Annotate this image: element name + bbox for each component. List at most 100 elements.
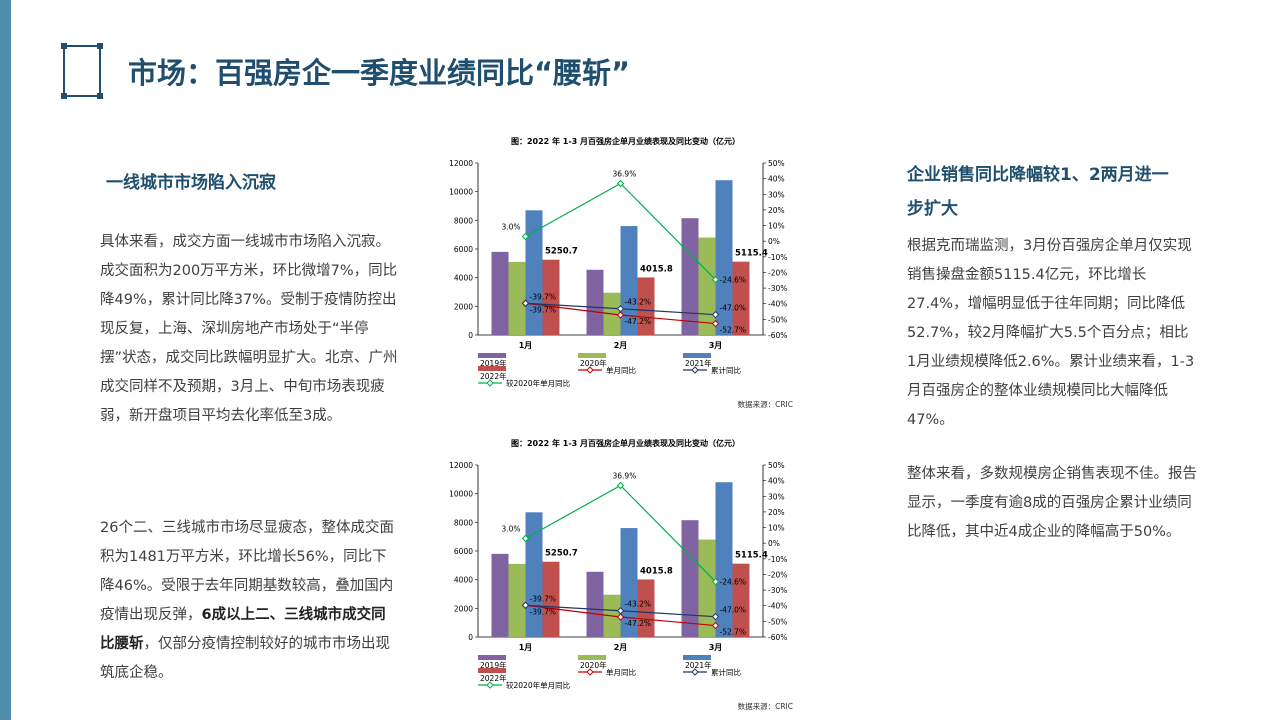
bar-2020年-1月: [508, 563, 526, 637]
legend-label: 2021年: [685, 358, 712, 368]
legend-swatch: [478, 655, 506, 660]
legend-marker: [586, 366, 594, 374]
legend-marker: [586, 668, 594, 676]
line-marker: [711, 612, 720, 621]
y-right-tick-label: -40%: [768, 602, 787, 611]
legend-marker: [691, 366, 699, 374]
y-left-tick-label: 8000: [454, 216, 473, 225]
right-paragraph-2: 整体来看，多数规模房企销售表现不佳。报告显示，一季度有逾8成的百强房企累计业绩同…: [907, 466, 1197, 540]
y-left-tick-label: 0: [468, 633, 473, 642]
chart-title: 图：2022 年 1-3 月百强房企单月业绩表现及同比变动（亿元）: [511, 136, 740, 146]
legend-label: 较2020年单月同比: [506, 378, 571, 388]
line-marker: [616, 179, 625, 188]
legend-swatch: [683, 353, 711, 358]
single-month-label: -52.7%: [720, 326, 747, 335]
green-line-label: 36.9%: [613, 471, 637, 480]
legend-swatch: [478, 366, 506, 371]
chart-source: 数据来源：CRIC: [738, 399, 793, 409]
chart-title: 图：2022 年 1-3 月百强房企单月业绩表现及同比变动（亿元）: [511, 438, 740, 448]
bar-2021年-3月: [715, 482, 733, 637]
y-left-tick-label: 10000: [449, 188, 473, 197]
line-marker: [616, 607, 625, 615]
cumulative-label: -43.2%: [625, 600, 652, 609]
bar-2022年-1月: [542, 259, 560, 335]
legend-swatch: [578, 353, 606, 358]
left-accent-bar: [0, 0, 11, 720]
legend-swatch: [478, 353, 506, 358]
y-right-tick-label: -20%: [768, 570, 787, 579]
left-heading: 一线城市市场陷入沉寂: [106, 173, 276, 193]
bar-2022年-3月: [732, 261, 750, 335]
y-right-tick-label: 10%: [768, 524, 785, 533]
bar-2022年-3月: [732, 563, 750, 637]
x-tick-label: 2月: [614, 341, 628, 350]
legend-swatch: [578, 655, 606, 660]
x-tick-label: 3月: [709, 341, 723, 350]
single-month-label: -39.7%: [530, 607, 557, 616]
green-line-label: -24.6%: [720, 276, 747, 285]
line-marker: [616, 613, 625, 621]
bar-2020年-3月: [698, 237, 716, 335]
slide-title: 市场：百强房企一季度业绩同比“腰斩”: [128, 56, 631, 90]
bar-2021年-2月: [620, 226, 638, 335]
bar-2019年-3月: [681, 218, 699, 335]
y-right-tick-label: 30%: [768, 190, 785, 199]
x-tick-label: 1月: [519, 341, 533, 350]
cumulative-label: -47.0%: [720, 606, 747, 615]
y-right-tick-label: 40%: [768, 175, 785, 184]
legend-marker: [486, 681, 494, 689]
y-right-tick-label: -50%: [768, 315, 787, 324]
y-right-tick-label: 0%: [768, 237, 780, 246]
cumulative-label: -39.7%: [530, 292, 557, 301]
line-marker: [711, 621, 720, 630]
bar-2019年-2月: [586, 269, 604, 335]
legend-label: 2021年: [685, 660, 712, 670]
y-right-tick-label: 10%: [768, 222, 785, 231]
line-marker: [616, 305, 625, 313]
y-right-tick-label: -20%: [768, 268, 787, 277]
left-paragraph-1: 具体来看，成交方面一线城市市场陷入沉寂。成交面积为200万平方米，环比微增7%，…: [100, 234, 398, 424]
y-right-tick-label: -40%: [768, 300, 787, 309]
y-right-tick-label: 50%: [768, 159, 785, 168]
y-left-tick-label: 4000: [454, 576, 473, 585]
bar-2021年-2月: [620, 528, 638, 637]
bar-2019年-1月: [491, 553, 509, 637]
y-right-tick-label: 20%: [768, 508, 785, 517]
y-left-tick-label: 2000: [454, 604, 473, 613]
x-tick-label: 2月: [614, 643, 628, 652]
cumulative-label: -39.7%: [530, 594, 557, 603]
cumulative-label: -47.0%: [720, 304, 747, 313]
legend-marker: [691, 668, 699, 676]
bar-value-label: 5250.7: [545, 247, 578, 257]
y-left-tick-label: 12000: [449, 159, 473, 168]
single-month-label: -47.2%: [625, 317, 652, 326]
bar-value-label: 5115.4: [735, 551, 768, 561]
left-paragraph-2: 26个二、三线城市市场尽显疲态，整体成交面积为1481万平方米，环比增长56%，…: [100, 514, 400, 688]
y-right-tick-label: 30%: [768, 492, 785, 501]
line-marker: [521, 534, 530, 543]
y-left-tick-label: 6000: [454, 245, 473, 254]
left-paragraph-2-text-a: 26个二、三线城市市场尽显疲态，整体成交面积为1481万平方米，环比增长56%，…: [100, 520, 394, 623]
y-right-tick-label: -10%: [768, 555, 787, 564]
bar-2020年-3月: [698, 539, 716, 637]
y-right-tick-label: 50%: [768, 461, 785, 470]
y-left-tick-label: 10000: [449, 490, 473, 499]
single-month-label: -39.7%: [530, 305, 557, 314]
bar-2019年-1月: [491, 251, 509, 335]
legend-label: 单月同比: [606, 667, 636, 677]
single-month-label: -52.7%: [720, 628, 747, 637]
green-line-label: 36.9%: [613, 169, 637, 178]
line-marker: [711, 275, 720, 284]
y-left-tick-label: 4000: [454, 274, 473, 283]
y-left-tick-label: 0: [468, 331, 473, 340]
bar-value-label: 4015.8: [640, 264, 673, 274]
bar-2019年-3月: [681, 520, 699, 637]
y-left-tick-label: 12000: [449, 461, 473, 470]
legend-label: 2020年: [580, 660, 607, 670]
chart-svg: 图：2022 年 1-3 月百强房企单月业绩表现及同比变动（亿元） 0 2000 40…: [449, 438, 793, 711]
cumulative-label: -43.2%: [625, 298, 652, 307]
legend-marker: [486, 379, 494, 387]
bar-2021年-3月: [715, 180, 733, 335]
line-marker: [521, 299, 530, 307]
bar-2019年-2月: [586, 571, 604, 637]
